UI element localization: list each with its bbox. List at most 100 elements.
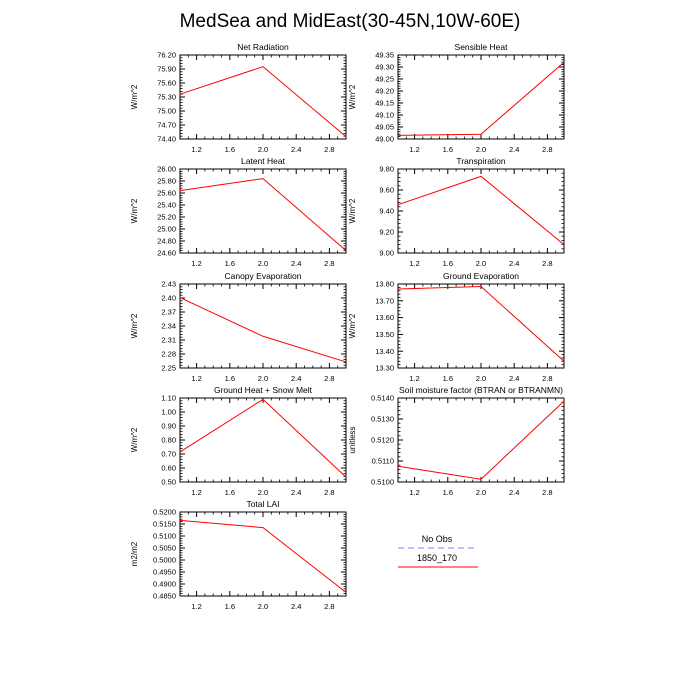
x-tick-label: 1.6	[443, 259, 453, 268]
y-tick-label: 9.40	[379, 207, 394, 216]
y-tick-label: 0.5100	[153, 532, 176, 541]
y-tick-label: 74.40	[157, 135, 176, 144]
panel-canopy-evaporation: Canopy Evaporation W/m^2 2.25 2.28 2.31 2.34 2…	[130, 271, 347, 383]
x-tick-label: 2.4	[291, 374, 301, 383]
plot-frame	[397, 168, 565, 254]
x-tick-label: 2.0	[258, 145, 268, 154]
y-tick-label: 49.35	[375, 51, 394, 60]
panel-ground-heat-snow-melt: Ground Heat + Snow Melt W/m^2 0.50 0.60 0.70…	[130, 385, 347, 497]
x-tick-label: 1.2	[191, 259, 201, 268]
x-tick-label: 2.8	[542, 374, 552, 383]
x-tick-label: 2.8	[324, 374, 334, 383]
x-tick-label: 2.4	[291, 145, 301, 154]
y-axis-label: W/m^2	[348, 84, 357, 109]
y-axis-label: W/m^2	[130, 84, 139, 109]
y-tick-label: 13.60	[375, 313, 394, 322]
y-tick-label: 1.10	[161, 394, 176, 403]
x-tick-label: 1.6	[225, 259, 235, 268]
series-line	[179, 297, 347, 363]
y-tick-label: 0.5140	[371, 394, 394, 403]
y-tick-label: 0.70	[161, 450, 176, 459]
x-tick-label: 2.0	[258, 374, 268, 383]
x-tick-label: 2.8	[324, 259, 334, 268]
y-tick-label: 0.60	[161, 464, 176, 473]
y-tick-label: 9.80	[379, 165, 394, 174]
y-axis-label: m2/m2	[130, 541, 139, 566]
y-tick-label: 2.37	[161, 308, 176, 317]
x-tick-label: 2.8	[542, 259, 552, 268]
x-tick-label: 2.0	[476, 488, 486, 497]
panel-sensible-heat: Sensible Heat W/m^2 49.00 49.05 49.10 49.15 49…	[348, 42, 565, 154]
y-tick-label: 49.20	[375, 87, 394, 96]
panel-title: Net Radiation	[237, 42, 289, 52]
y-axis-label: W/m^2	[130, 313, 139, 338]
y-tick-label: 13.80	[375, 280, 394, 289]
y-axis-label: W/m^2	[130, 427, 139, 452]
x-tick-label: 1.2	[191, 488, 201, 497]
y-tick-label: 2.25	[161, 364, 176, 373]
x-tick-label: 2.0	[258, 488, 268, 497]
y-tick-label: 25.60	[157, 189, 176, 198]
legend-label-1850-170: 1850_170	[417, 553, 457, 563]
panel-latent-heat: Latent Heat W/m^2 24.60 24.80 25.00 25.20 25.4…	[130, 156, 347, 268]
y-tick-label: 0.5100	[371, 478, 394, 487]
y-tick-label: 13.50	[375, 330, 394, 339]
x-tick-label: 1.6	[225, 374, 235, 383]
panel-title: Ground Heat + Snow Melt	[214, 385, 313, 395]
y-tick-label: 0.5150	[153, 520, 176, 529]
panel-total-lai: Total LAI m2/m2 0.4850 0.4900 0.4950 0.5000 0.…	[130, 499, 347, 611]
y-tick-label: 75.60	[157, 79, 176, 88]
y-tick-label: 13.30	[375, 364, 394, 373]
y-tick-label: 2.31	[161, 336, 176, 345]
x-tick-label: 1.6	[443, 488, 453, 497]
y-tick-label: 49.15	[375, 99, 394, 108]
panel-soil-moisture-factor-btran-or-btranmn: Soil moisture factor (BTRAN or BTRANMN) u…	[348, 385, 565, 497]
x-tick-label: 1.2	[191, 602, 201, 611]
y-tick-label: 76.20	[157, 51, 176, 60]
x-tick-label: 2.4	[291, 602, 301, 611]
y-tick-label: 0.5130	[371, 415, 394, 424]
x-tick-label: 2.8	[324, 145, 334, 154]
y-tick-label: 24.60	[157, 249, 176, 258]
y-tick-label: 49.25	[375, 75, 394, 84]
y-tick-label: 0.50	[161, 478, 176, 487]
y-tick-label: 9.60	[379, 186, 394, 195]
y-tick-label: 49.00	[375, 135, 394, 144]
plot-frame	[397, 283, 565, 369]
series-line	[397, 61, 565, 136]
y-tick-label: 2.28	[161, 350, 176, 359]
panel-title: Ground Evaporation	[443, 271, 519, 281]
x-tick-label: 1.6	[225, 488, 235, 497]
y-axis-label: W/m^2	[130, 198, 139, 223]
y-tick-label: 0.5050	[153, 544, 176, 553]
y-tick-label: 24.80	[157, 237, 176, 246]
x-tick-label: 1.6	[443, 374, 453, 383]
panel-title: Canopy Evaporation	[224, 271, 301, 281]
x-tick-label: 1.2	[191, 374, 201, 383]
series-line	[397, 400, 565, 480]
y-tick-label: 0.4850	[153, 592, 176, 601]
x-tick-label: 1.2	[409, 145, 419, 154]
y-tick-label: 49.05	[375, 123, 394, 132]
x-tick-label: 1.2	[191, 145, 201, 154]
series-line	[397, 175, 565, 245]
y-tick-label: 25.40	[157, 201, 176, 210]
x-tick-label: 2.4	[291, 488, 301, 497]
y-tick-label: 0.5000	[153, 556, 176, 565]
legend-label-no-obs: No Obs	[422, 534, 453, 544]
y-axis-label: W/m^2	[348, 198, 357, 223]
x-tick-label: 2.4	[509, 488, 519, 497]
panel-title: Latent Heat	[241, 156, 286, 166]
y-tick-label: 0.5200	[153, 508, 176, 517]
panel-net-radiation: Net Radiation W/m^2 74.40 74.70 75.00 75.30 75…	[130, 42, 347, 154]
x-tick-label: 2.4	[509, 374, 519, 383]
panel-ground-evaporation: Ground Evaporation W/m^2 13.30 13.40 13.50 13…	[348, 271, 565, 383]
y-tick-label: 75.00	[157, 107, 176, 116]
y-tick-label: 75.30	[157, 93, 176, 102]
y-tick-label: 0.4950	[153, 568, 176, 577]
x-tick-label: 1.6	[225, 602, 235, 611]
x-tick-label: 2.0	[258, 602, 268, 611]
y-tick-label: 0.80	[161, 436, 176, 445]
x-tick-label: 2.4	[291, 259, 301, 268]
